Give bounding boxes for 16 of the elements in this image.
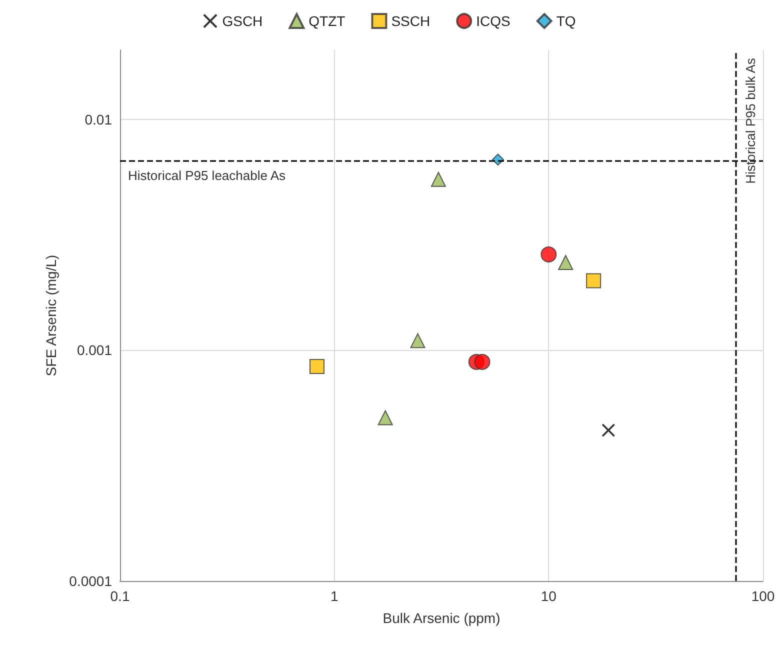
legend-label: GSCH: [222, 13, 263, 29]
ref-line-label: Historical P95 leachable As: [128, 168, 286, 184]
y-axis-title: SFE Arsenic (mg/L): [43, 254, 59, 376]
x-tick-label: 10: [540, 588, 557, 604]
legend-label: ICQS: [476, 13, 510, 29]
legend-label: SSCH: [391, 13, 430, 29]
ref-line-label: Historical P95 bulk As: [743, 58, 758, 184]
x-axis-title: Bulk Arsenic (ppm): [382, 610, 500, 626]
y-tick-label: 0.0001: [69, 573, 112, 589]
legend-label: QTZT: [308, 13, 346, 29]
x-tick-label: 1: [330, 588, 338, 604]
y-tick-label: 0.01: [84, 111, 112, 128]
legend-label: TQ: [556, 13, 576, 29]
x-tick-label: 100: [751, 588, 775, 604]
x-tick-label: 0.1: [110, 588, 130, 604]
y-tick-label: 0.001: [76, 342, 112, 358]
